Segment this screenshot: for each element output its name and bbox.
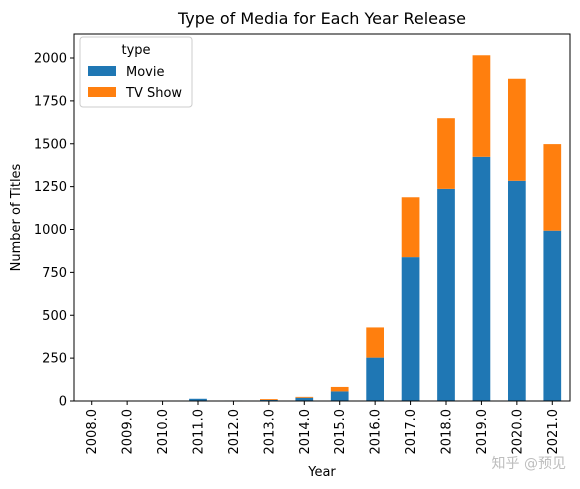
chart-title: Type of Media for Each Year Release: [177, 9, 466, 28]
y-tick-label: 0: [59, 395, 67, 410]
legend-swatch-tv-show: [88, 87, 116, 97]
watermark: 知乎 @预见: [492, 455, 566, 472]
bar-tv-show-2021.0: [543, 144, 562, 231]
legend-swatch-movie: [88, 66, 116, 76]
x-axis-label: Year: [307, 465, 336, 480]
x-axis-ticks: 2008.0 2009.0 2010.0 2011.0 2012.0 2013.0 2014…: [85, 401, 561, 455]
y-tick-label: 1750: [34, 94, 67, 109]
legend-label-tv-show: TV Show: [125, 86, 182, 101]
legend: type Movie TV Show: [79, 36, 193, 108]
x-tick-label: 2017.0: [404, 409, 419, 455]
bar-tv-show-2018.0: [437, 118, 455, 189]
bar-movie-2019.0: [472, 156, 491, 401]
y-tick-label: 1500: [34, 137, 67, 152]
bar-tv-show-2016.0: [366, 327, 384, 358]
bar-movie-2021.0: [543, 230, 562, 401]
bar-tv-show-2015.0: [330, 386, 349, 392]
legend-title: type: [121, 43, 150, 58]
x-tick-label: 2019.0: [475, 409, 490, 455]
bar-movie-2017.0: [401, 257, 420, 401]
legend-label-movie: Movie: [126, 65, 164, 80]
plot-frame: [73, 33, 571, 402]
x-tick-label: 2012.0: [227, 409, 242, 455]
x-tick-label: 2011.0: [192, 409, 207, 455]
bar-tv-show-2019.0: [472, 55, 491, 157]
bar-movie-2011.0: [189, 398, 207, 401]
y-tick-label: 750: [42, 266, 67, 281]
x-tick-label: 2008.0: [85, 409, 100, 455]
bar-tv-show-2013.0: [260, 399, 278, 400]
bar-movie-2013.0: [260, 399, 278, 401]
y-tick-label: 500: [42, 309, 67, 324]
y-axis-label: Number of Titles: [9, 163, 24, 271]
x-tick-label: 2010.0: [156, 409, 171, 455]
y-tick-label: 1250: [34, 180, 67, 195]
bar-tv-show-2017.0: [401, 197, 420, 258]
x-tick-label: 2016.0: [369, 409, 384, 455]
x-tick-label: 2020.0: [510, 409, 525, 455]
bar-movie-2020.0: [508, 180, 526, 401]
y-tick-label: 1000: [34, 223, 67, 238]
bar-movie-2014.0: [295, 397, 314, 401]
bars-group: [82, 55, 562, 401]
bar-movie-2018.0: [437, 188, 455, 401]
x-tick-label: 2021.0: [546, 409, 561, 455]
x-tick-label: 2013.0: [262, 409, 277, 455]
bar-movie-2015.0: [330, 391, 349, 401]
bar-movie-2016.0: [366, 357, 384, 401]
x-tick-label: 2015.0: [333, 409, 348, 455]
y-tick-label: 2000: [34, 52, 67, 67]
x-tick-label: 2014.0: [298, 409, 313, 455]
y-tick-label: 250: [42, 352, 67, 367]
bar-tv-show-2020.0: [508, 78, 526, 181]
x-tick-label: 2018.0: [440, 409, 455, 455]
y-axis-ticks: 0 250 500 750 1000 1250 1500 1750 2000: [34, 52, 74, 410]
bar-tv-show-2014.0: [295, 396, 314, 398]
x-tick-label: 2009.0: [121, 409, 136, 455]
